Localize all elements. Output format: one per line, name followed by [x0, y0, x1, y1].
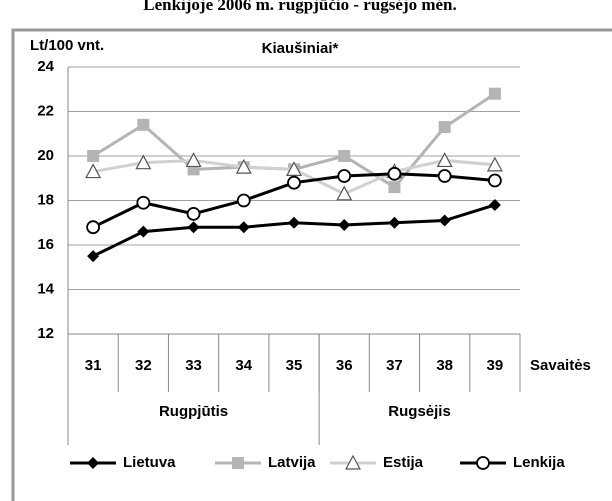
x-tick-label: 39 [487, 357, 504, 374]
y-tick-label: 24 [37, 58, 54, 75]
marker [186, 206, 201, 221]
legend-marker [232, 457, 244, 469]
marker [488, 87, 501, 100]
marker [137, 118, 150, 131]
x-tick-label: 31 [85, 357, 102, 374]
x-tick-label: 37 [386, 357, 403, 374]
x-tick-label: 38 [436, 357, 453, 374]
marker [185, 152, 202, 168]
marker [87, 150, 100, 162]
marker [486, 156, 503, 172]
legend-label: Lenkija [513, 454, 565, 471]
marker [438, 214, 451, 227]
marker [436, 152, 453, 168]
y-tick-label: 14 [37, 280, 54, 297]
marker [86, 220, 101, 235]
legend-label: Latvija [268, 454, 316, 471]
marker [336, 185, 353, 201]
marker [135, 154, 152, 170]
header: Lenkijoje 2006 m. rugpjūčio - rugsėjo mė… [143, 0, 457, 14]
marker [235, 158, 252, 174]
marker [136, 195, 151, 210]
marker [487, 173, 502, 188]
marker [87, 250, 100, 263]
legend-label: Estija [383, 454, 424, 471]
x-axis-label: Savaitės [530, 357, 591, 374]
marker [388, 181, 401, 194]
y-tick-label: 16 [37, 236, 54, 253]
marker [438, 121, 451, 134]
group-label: Rugsėjis [388, 403, 451, 420]
group-label: Rugpjūtis [159, 403, 228, 420]
marker [387, 166, 402, 181]
x-tick-label: 34 [235, 357, 252, 374]
legend-marker [344, 454, 362, 470]
marker [338, 218, 351, 231]
legend-marker [476, 456, 490, 470]
y-tick-label: 20 [37, 147, 54, 164]
marker [137, 225, 150, 238]
legend-marker [87, 457, 99, 469]
x-tick-label: 36 [336, 357, 353, 374]
x-tick-label: 33 [185, 357, 202, 374]
marker [236, 193, 251, 208]
legend-label: Lietuva [123, 454, 176, 471]
marker [488, 198, 501, 211]
marker [337, 169, 352, 183]
y-tick-label: 12 [37, 325, 54, 342]
marker [187, 221, 200, 234]
y-axis-label: Lt/100 vnt. [30, 37, 104, 54]
y-tick-label: 18 [37, 191, 54, 208]
y-tick-label: 22 [37, 102, 54, 119]
frame [11, 28, 612, 501]
marker [237, 221, 250, 234]
marker [287, 175, 301, 190]
marker [85, 163, 102, 179]
x-tick-label: 32 [135, 357, 152, 374]
marker [288, 216, 300, 229]
marker [437, 169, 452, 183]
marker [285, 161, 303, 176]
marker [388, 216, 401, 229]
x-tick-label: 35 [286, 357, 303, 374]
chart-title: Kiaušiniai* [262, 40, 339, 57]
marker [338, 150, 351, 162]
